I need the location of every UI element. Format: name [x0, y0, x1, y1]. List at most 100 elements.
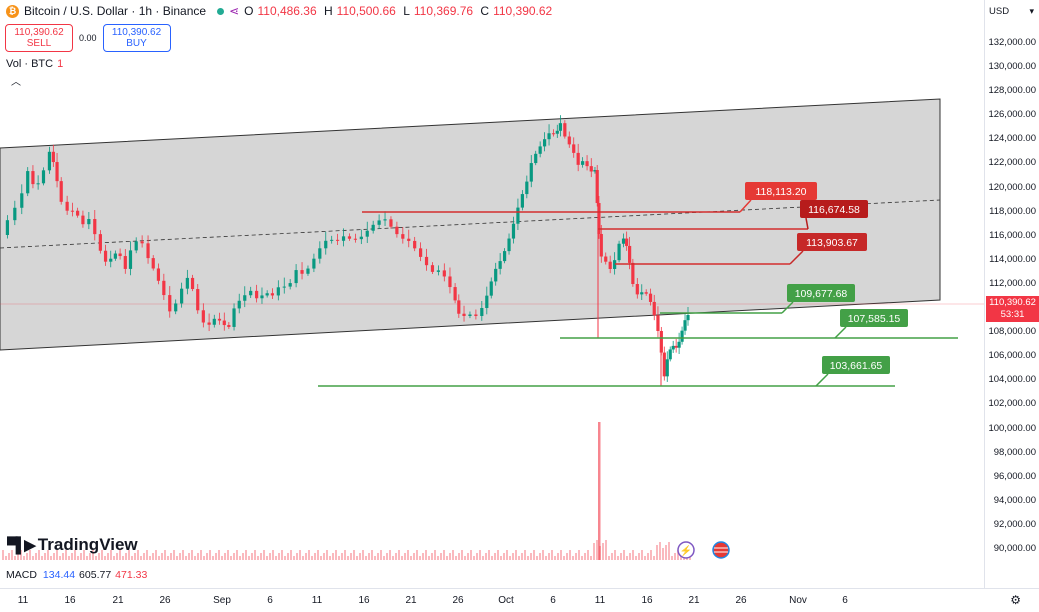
candle-body	[498, 261, 502, 269]
candle-body	[640, 292, 644, 295]
candle-body	[656, 315, 660, 331]
volume-bar	[674, 553, 676, 560]
volume-bar	[551, 550, 553, 560]
current-price-tag: 110,390.62 53:31	[986, 296, 1039, 322]
price-tick: 120,000.00	[988, 181, 1036, 193]
volume-bar	[623, 550, 625, 560]
candle-body	[613, 260, 617, 269]
time-tick: 16	[358, 595, 370, 606]
volume-bar	[590, 556, 592, 560]
volume-bar	[65, 550, 67, 560]
candle-body	[5, 220, 10, 235]
candle-body	[207, 322, 211, 325]
volume-bar	[506, 550, 508, 560]
volume-bar	[392, 556, 394, 560]
ohlc-values: O 110,486.36 H 110,500.66 L 110,369.76 C 110…	[244, 4, 553, 18]
candle-body	[353, 238, 357, 240]
volume-bar	[122, 556, 124, 560]
volume-bar	[488, 550, 490, 560]
volume-bar	[656, 545, 658, 560]
price-tick: 118,000.00	[989, 205, 1036, 217]
volume-bar	[365, 556, 367, 560]
volume-bar	[230, 556, 232, 560]
volume-bar	[548, 553, 550, 560]
volume-bar	[419, 556, 421, 560]
chart-pane[interactable]: 118,113.20 116,674.58 113,903.67 109,677.68…	[0, 0, 984, 588]
candle-body	[511, 223, 516, 239]
candle-body	[109, 258, 113, 262]
candle-body	[593, 170, 597, 172]
tradingview-logo[interactable]: ▀▌▶ TradingView	[7, 535, 138, 554]
volume-bar	[296, 553, 298, 560]
price-tick: 102,000.00	[988, 398, 1036, 410]
volume-bar	[512, 553, 514, 560]
support-callout-2-pointer	[834, 326, 847, 339]
volume-bar	[671, 556, 673, 560]
volume-bar	[101, 550, 103, 560]
volume-bar	[620, 553, 622, 560]
volume-bar	[20, 550, 22, 560]
candle-body	[383, 219, 387, 221]
candle-body	[341, 236, 346, 241]
volume-bar	[641, 550, 643, 560]
candle-body	[648, 293, 653, 302]
volume-bar	[209, 550, 211, 560]
volume-bar	[362, 550, 364, 560]
candle-body	[306, 268, 310, 274]
volume-bar	[14, 556, 16, 560]
candle-body	[201, 310, 205, 323]
candle-body	[534, 153, 538, 164]
candle-body	[36, 183, 40, 185]
currency-selector[interactable]: USD	[989, 6, 1010, 17]
macd-legend[interactable]: MACD 134.44 605.77 471.33	[6, 569, 148, 581]
volume-indicator-legend[interactable]: Vol · BTC 1	[6, 58, 64, 70]
buy-button[interactable]: 110,390.62 BUY	[102, 24, 171, 52]
time-tick: 26	[735, 595, 747, 606]
chevron-down-icon[interactable]: ▾	[1029, 6, 1034, 16]
candle-body	[359, 236, 363, 240]
candle-body	[525, 181, 529, 195]
price-axis[interactable]: USD ▾ 132,000.00 130,000.00 128,000.00 126,…	[984, 0, 1039, 588]
volume-bar	[380, 550, 382, 560]
volume-bar	[35, 553, 37, 560]
volume-bar	[161, 553, 163, 560]
price-tick: 100,000.00	[988, 422, 1036, 434]
volume-bar	[662, 548, 664, 560]
candle-body	[401, 234, 405, 239]
us-flag-event-icon	[712, 541, 730, 559]
candle-body	[330, 239, 334, 241]
volume-bar	[377, 553, 379, 560]
candle-body	[185, 277, 189, 289]
time-axis[interactable]: 11 16 21 26 Sep 6 11 16 21 26 Oct 6 11 16 21 26 Nov 6 ⚙	[0, 588, 1039, 612]
candle-body	[389, 219, 393, 227]
resistance-callout-1-box	[745, 182, 817, 200]
volume-bar	[32, 556, 34, 560]
time-tick: Oct	[498, 595, 514, 606]
volume-bar	[278, 553, 280, 560]
symbol-title[interactable]: Bitcoin / U.S. Dollar · 1h · Binance	[24, 4, 207, 18]
price-tick: 108,000.00	[988, 326, 1036, 338]
volume-bar	[47, 550, 49, 560]
share-icon[interactable]: ⋖	[229, 4, 240, 18]
volume-bar	[308, 550, 310, 560]
volume-bar	[413, 553, 415, 560]
candle-body	[628, 245, 632, 263]
candle-body	[318, 248, 322, 259]
volume-bar	[305, 553, 307, 560]
resistance-callout-2-box	[800, 200, 868, 218]
candle-body	[146, 243, 150, 259]
volume-bar	[509, 556, 511, 560]
sell-button[interactable]: 110,390.62 SELL	[5, 24, 73, 52]
volume-bar	[107, 553, 109, 560]
volume-bar	[404, 553, 406, 560]
candle-body	[300, 270, 304, 274]
volume-bar	[116, 553, 118, 560]
symbol-legend: ₿ Bitcoin / U.S. Dollar · 1h · Binance ⋖…	[6, 4, 556, 18]
candle-body	[282, 286, 286, 288]
volume-bar	[356, 556, 358, 560]
volume-bar	[299, 550, 301, 560]
gear-icon[interactable]: ⚙	[1010, 593, 1021, 607]
collapse-legend-button[interactable]: ︿	[11, 77, 21, 88]
volume-bar	[617, 556, 619, 560]
